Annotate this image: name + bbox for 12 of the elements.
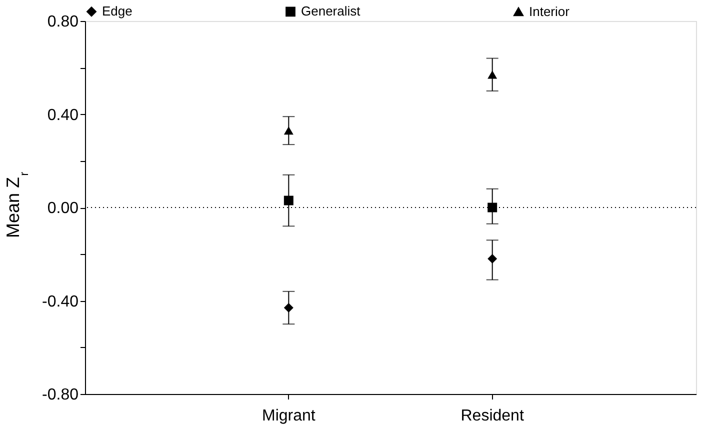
y-axis-title: Mean Zr [3, 172, 31, 238]
y-tick-label: 0.00 [47, 200, 79, 217]
y-tick-label: -0.40 [42, 293, 79, 310]
y-tick-label: 0.80 [47, 14, 79, 30]
point [284, 196, 294, 206]
legend-label: Generalist [301, 4, 361, 19]
x-tick-label: Migrant [262, 408, 316, 424]
y-tick-label: 0.40 [47, 106, 79, 124]
x-tick-label: Resident [460, 408, 524, 424]
legend-label: Interior [529, 4, 570, 19]
legend-label: Edge [102, 4, 132, 19]
y-tick-label: -0.80 [42, 386, 79, 404]
